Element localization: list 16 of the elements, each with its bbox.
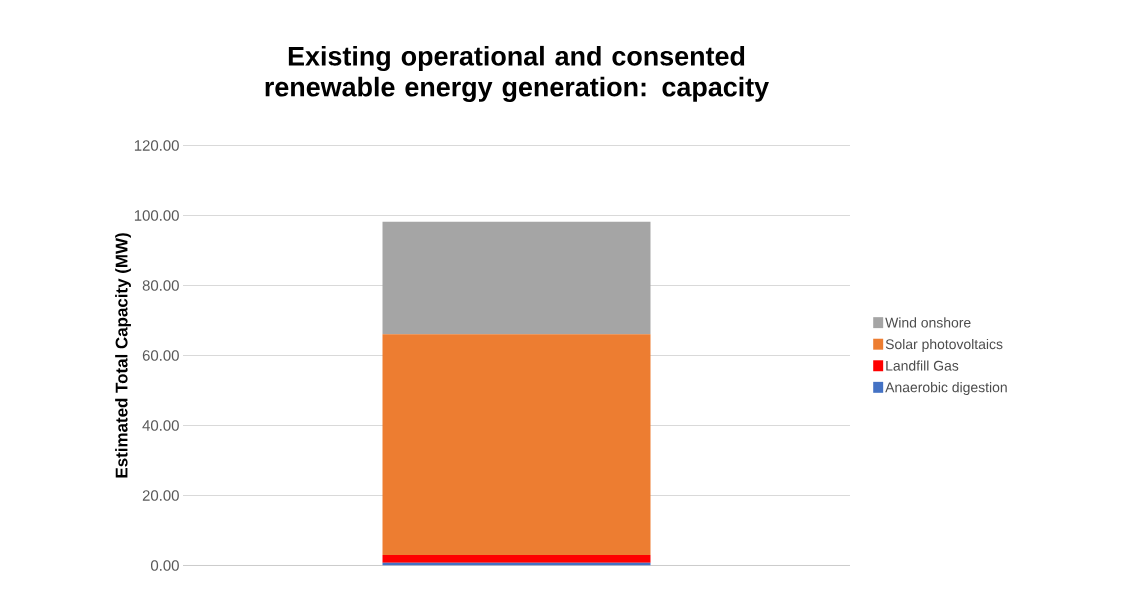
- legend-label: Wind onshore: [885, 317, 971, 328]
- y-axis-title: Estimated Total Capacity (MW): [115, 233, 131, 478]
- y-tick-label: 0.00: [150, 560, 179, 571]
- y-tick-label: 40.00: [142, 420, 179, 431]
- y-tick-label: 20.00: [142, 490, 179, 501]
- bar: [382, 334, 651, 555]
- legend-label: Solar photovoltaics: [885, 338, 1003, 352]
- y-tick-label: 80.00: [142, 280, 179, 291]
- legend-label: Landfill Gas: [886, 360, 959, 371]
- y-tick-label: 120.00: [134, 140, 179, 151]
- legend-label: Anaerobic digestion: [885, 382, 1007, 396]
- y-tick-label: 100.00: [134, 210, 179, 221]
- chart-title: Existing operational and consented renewable energy generation: capacity: [265, 45, 769, 102]
- bar: [382, 221, 651, 335]
- y-tick-label: 60.00: [142, 350, 179, 361]
- bar: [382, 554, 651, 563]
